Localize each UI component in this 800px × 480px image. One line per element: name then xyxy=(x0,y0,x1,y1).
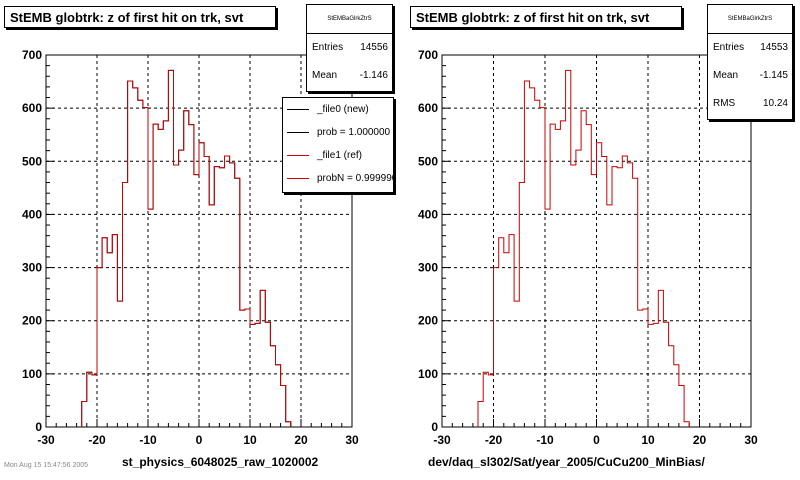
y-tick-label: 300 xyxy=(22,261,42,275)
x-tick-label: -20 xyxy=(485,433,503,447)
left-stats-box: StEMBaGlrkZtrS Entries 14556 Mean -1.146 xyxy=(306,4,393,92)
histogram-series-2 xyxy=(81,69,292,427)
right-entries-value: 14553 xyxy=(760,42,788,53)
y-tick-label: 500 xyxy=(22,154,42,168)
right-stats-box: StEMBaGlrkZtrS Entries 14553 Mean -1.145… xyxy=(707,4,793,120)
left-stats-name: StEMBaGlrkZtrS xyxy=(307,5,392,34)
left-entries-value: 14556 xyxy=(360,42,388,53)
y-tick-label: 300 xyxy=(418,261,438,275)
y-tick-label: 400 xyxy=(22,207,42,221)
y-tick-label: 0 xyxy=(35,420,42,434)
left-mean-value: -1.146 xyxy=(359,70,388,81)
right-rms-value: 10.24 xyxy=(762,98,788,109)
histogram-series-1 xyxy=(477,69,690,427)
y-tick-label: 100 xyxy=(418,367,438,381)
legend-label: prob = 1.000000 xyxy=(317,127,391,138)
y-tick-label: 600 xyxy=(418,101,438,115)
x-tick-label: -30 xyxy=(37,433,55,447)
left-stats-mean: Mean -1.146 xyxy=(307,62,392,90)
right-mean-label: Mean xyxy=(713,70,739,81)
x-tick-label: 30 xyxy=(345,433,359,447)
right-histogram-panel: -30 -20 -10 0 10 20 30 0 100 200 300 400 500 600 700 S… xyxy=(400,0,800,480)
y-tick-label: 700 xyxy=(418,48,438,62)
left-legend: _file0 (new) prob = 1.000000 _file1 (ref… xyxy=(282,97,394,193)
x-tick-label: 0 xyxy=(593,433,600,447)
y-tick-label: 600 xyxy=(22,101,42,115)
x-tick-label: -10 xyxy=(139,433,157,447)
left-x-axis-label: st_physics_6048025_raw_1020002 xyxy=(122,455,319,469)
x-tick-label: 10 xyxy=(243,433,257,447)
right-entries-label: Entries xyxy=(713,42,745,53)
x-tick-label: 10 xyxy=(641,433,655,447)
legend-swatch xyxy=(287,132,309,133)
y-tick-label: 700 xyxy=(22,48,42,62)
legend-item: _file1 (ref) xyxy=(283,144,393,167)
right-stats-entries: Entries 14553 xyxy=(708,34,792,62)
left-entries-label: Entries xyxy=(312,42,344,53)
y-tick-label: 0 xyxy=(431,420,438,434)
x-tick-label: 20 xyxy=(693,433,707,447)
x-tick-label: -10 xyxy=(536,433,554,447)
legend-item: probN = 0.999990 xyxy=(283,167,393,190)
x-tick-label: 0 xyxy=(196,433,203,447)
right-mean-value: -1.145 xyxy=(759,70,788,81)
legend-swatch xyxy=(287,155,309,156)
y-tick-label: 400 xyxy=(418,207,438,221)
legend-item: prob = 1.000000 xyxy=(283,121,393,144)
right-x-axis-label: dev/daq_sl302/Sat/year_2005/CuCu200_MinB… xyxy=(428,455,705,469)
right-chart-title: StEMB globtrk: z of first hit on trk, sv… xyxy=(410,6,682,28)
x-tick-label: 30 xyxy=(744,433,758,447)
legend-label: _file0 (new) xyxy=(317,104,369,115)
legend-label: _file1 (ref) xyxy=(317,150,363,161)
right-stats-mean: Mean -1.145 xyxy=(708,62,792,90)
left-stats-entries: Entries 14556 xyxy=(307,34,392,62)
left-histogram-panel: -30 -20 -10 0 10 20 30 0 100 200 300 400 500 600 700 S… xyxy=(4,4,394,469)
right-stats-rms: RMS 10.24 xyxy=(708,90,792,118)
x-tick-label: 20 xyxy=(294,433,308,447)
right-rms-label: RMS xyxy=(713,98,736,109)
footer-timestamp: Mon Aug 15 15:47:56 2005 xyxy=(4,462,89,469)
x-tick-label: -20 xyxy=(88,433,106,447)
legend-swatch xyxy=(287,109,309,110)
right-stats-name: StEMBaGlrkZtrS xyxy=(708,5,792,34)
y-tick-label: 500 xyxy=(418,154,438,168)
legend-item: _file0 (new) xyxy=(283,98,393,121)
left-mean-label: Mean xyxy=(312,70,338,81)
x-tick-label: -30 xyxy=(433,433,451,447)
y-tick-label: 200 xyxy=(418,314,438,328)
y-tick-label: 100 xyxy=(22,367,42,381)
left-chart-title: StEMB globtrk: z of first hit on trk, sv… xyxy=(4,6,276,28)
legend-swatch xyxy=(287,178,309,179)
y-tick-label: 200 xyxy=(22,314,42,328)
legend-label: probN = 0.999990 xyxy=(317,173,394,184)
